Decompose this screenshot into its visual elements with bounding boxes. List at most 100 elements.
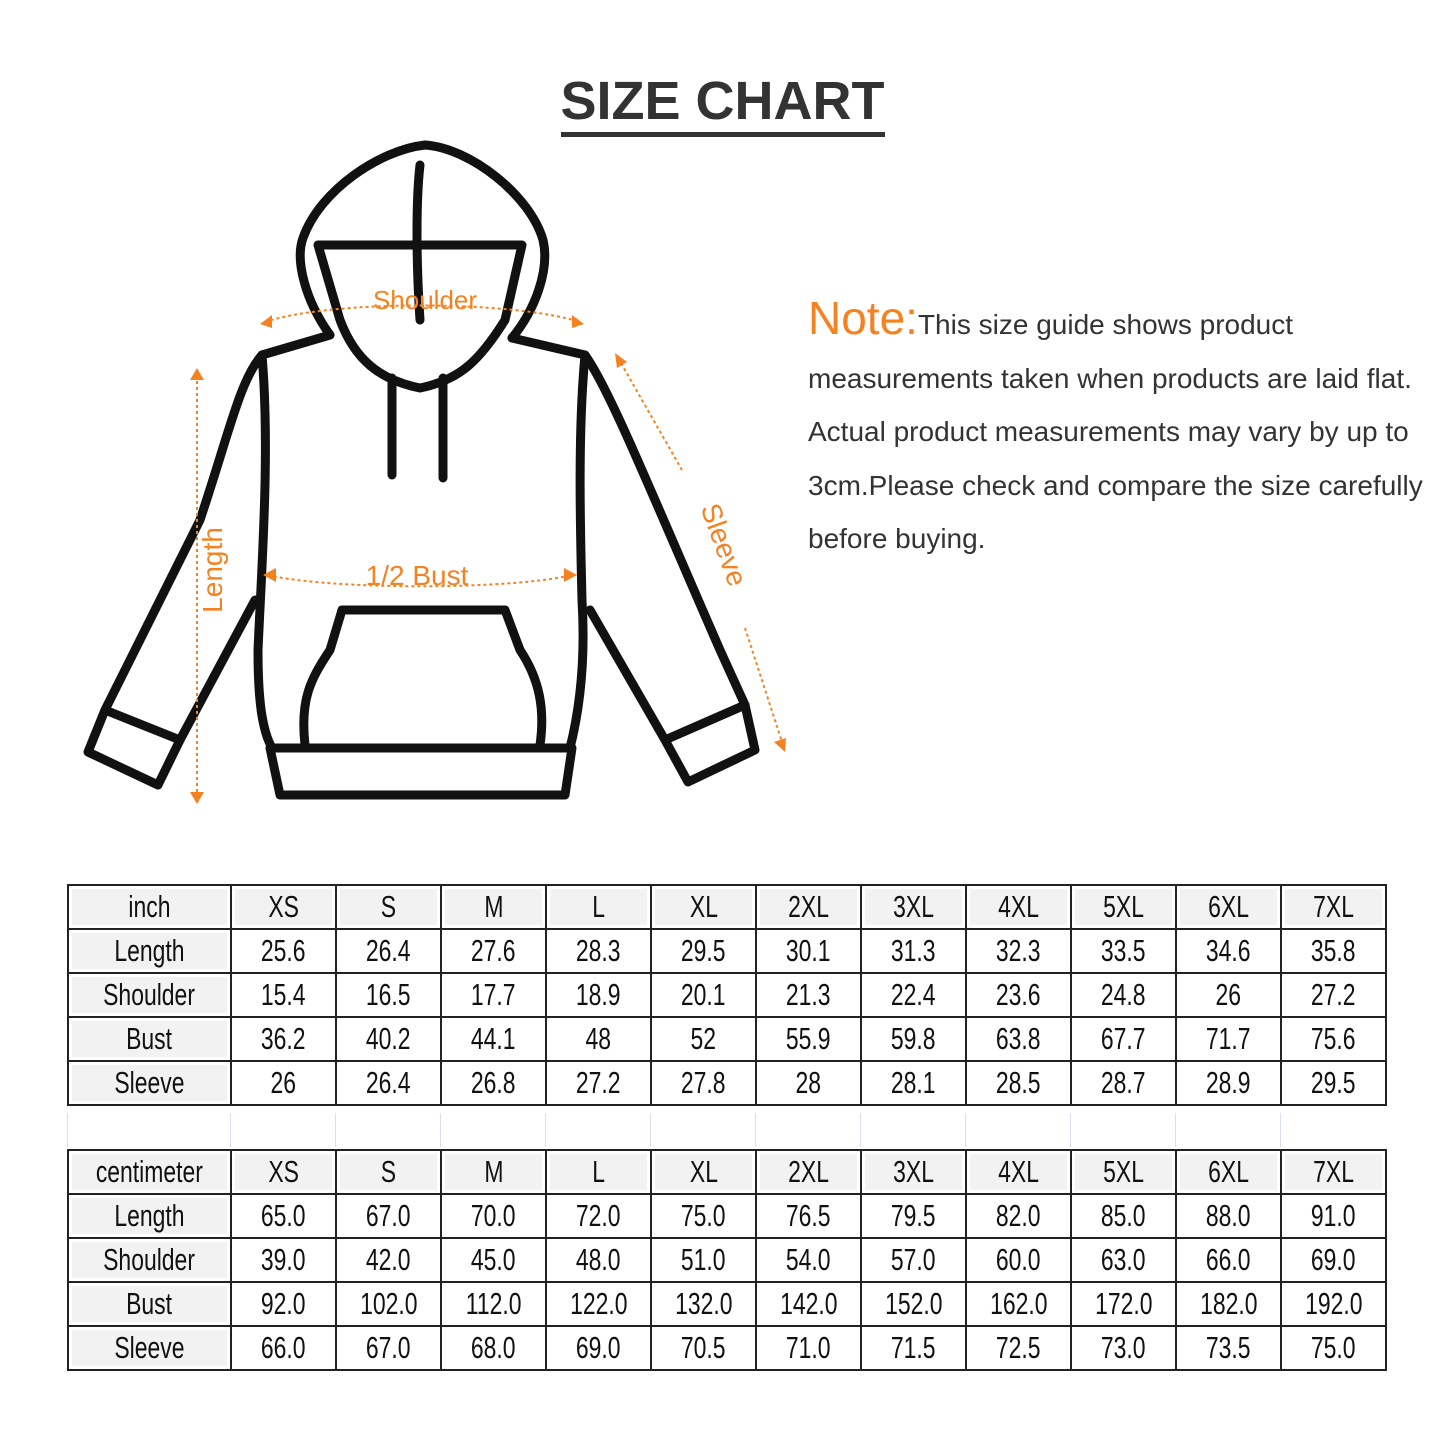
row-label-cell: Length	[67, 1193, 232, 1239]
cell-text: 26.4	[366, 1065, 411, 1100]
cell-text: 5XL	[1103, 889, 1144, 924]
row-label-cell: Shoulder	[67, 972, 232, 1018]
table-cell: 45.0	[440, 1237, 547, 1283]
cell-text: XS	[268, 1154, 299, 1189]
cell-text: 23.6	[996, 977, 1041, 1012]
table-cell: 172.0	[1070, 1281, 1177, 1327]
cell-text: centimeter	[95, 1154, 204, 1189]
cell-text: 71.5	[891, 1330, 936, 1365]
cell-text: 21.3	[786, 977, 831, 1012]
length-label: Length	[197, 527, 228, 613]
table-cell: 72.0	[545, 1193, 652, 1239]
spacer-cell	[334, 1113, 440, 1147]
table-cell: 192.0	[1280, 1281, 1387, 1327]
table-row: Shoulder 15.4 16.5 17.7 18.9 20.1 21.3 22.4 23.6…	[67, 972, 1387, 1018]
cell-text: 16.5	[366, 977, 411, 1012]
cell-text: 20.1	[681, 977, 726, 1012]
cell-text: 25.6	[261, 933, 306, 968]
cell-text: 72.5	[996, 1330, 1041, 1365]
cell-text: 17.7	[471, 977, 516, 1012]
cell-text: 2XL	[788, 889, 829, 924]
cell-text: 192.0	[1304, 1286, 1363, 1321]
cell-text: 28.9	[1206, 1065, 1251, 1100]
table-cell: XL	[650, 884, 757, 930]
cell-text: 79.5	[891, 1198, 936, 1233]
cell-text: 71.0	[786, 1330, 831, 1365]
cell-text: 28.1	[891, 1065, 936, 1100]
cell-text: 30.1	[786, 933, 831, 968]
cell-text: M	[483, 1154, 504, 1189]
spacer-cell	[859, 1113, 965, 1147]
cell-text: 36.2	[261, 1021, 306, 1056]
table-cell: 63.8	[965, 1016, 1072, 1062]
cell-text: Sleeve	[114, 1065, 185, 1100]
cell-text: Shoulder	[103, 1242, 196, 1277]
table-cell: 112.0	[440, 1281, 547, 1327]
cell-text: Bust	[126, 1021, 173, 1056]
table-cell: 67.0	[335, 1325, 442, 1371]
table-cell: 26	[230, 1060, 337, 1106]
table-cell: 68.0	[440, 1325, 547, 1371]
table-cell: 6XL	[1175, 1149, 1282, 1195]
table-cell: 72.5	[965, 1325, 1072, 1371]
cell-text: 57.0	[891, 1242, 936, 1277]
cell-text: 39.0	[261, 1242, 306, 1277]
table-cell: 39.0	[230, 1237, 337, 1283]
cell-text: 66.0	[261, 1330, 306, 1365]
cell-text: 29.5	[681, 933, 726, 968]
size-note: Note:This size guide shows product measu…	[808, 292, 1428, 566]
table-cell: 66.0	[230, 1325, 337, 1371]
table-cell: 44.1	[440, 1016, 547, 1062]
cell-text: 48.0	[576, 1242, 621, 1277]
measurement-lines	[196, 304, 784, 798]
table-cell: 65.0	[230, 1193, 337, 1239]
cell-text: 69.0	[1311, 1242, 1356, 1277]
table-cell: 36.2	[230, 1016, 337, 1062]
table-cell: 55.9	[755, 1016, 862, 1062]
table-cell: 4XL	[965, 1149, 1072, 1195]
table-cell: L	[545, 884, 652, 930]
table-cell: S	[335, 884, 442, 930]
table-cell: 6XL	[1175, 884, 1282, 930]
spacer-cell	[1174, 1113, 1280, 1147]
row-label-cell: inch	[67, 884, 232, 930]
cell-text: Length	[114, 1198, 185, 1233]
table-cell: 15.4	[230, 972, 337, 1018]
cm-size-table: centimeter XS S M L XL 2XL 3XL 4XL 5XL 6XL 7XL Lengt…	[67, 1149, 1387, 1371]
table-cell: 27.2	[545, 1060, 652, 1106]
cell-text: 55.9	[786, 1021, 831, 1056]
cell-text: 76.5	[786, 1198, 831, 1233]
table-cell: 26.8	[440, 1060, 547, 1106]
cell-text: 67.0	[366, 1198, 411, 1233]
table-cell: 67.0	[335, 1193, 442, 1239]
cell-text: 5XL	[1103, 1154, 1144, 1189]
cell-text: 51.0	[681, 1242, 726, 1277]
cell-text: Shoulder	[103, 977, 196, 1012]
table-cell: 32.3	[965, 928, 1072, 974]
table-cell: 27.6	[440, 928, 547, 974]
table-cell: M	[440, 884, 547, 930]
table-row: Length 25.6 26.4 27.6 28.3 29.5 30.1 31.3 32.3 33…	[67, 928, 1387, 974]
cell-text: S	[380, 889, 397, 924]
table-cell: 67.7	[1070, 1016, 1177, 1062]
cell-text: 4XL	[998, 1154, 1039, 1189]
cell-text: 27.2	[1311, 977, 1356, 1012]
table-cell: 26.4	[335, 1060, 442, 1106]
table-header-row: centimeter XS S M L XL 2XL 3XL 4XL 5XL 6XL 7XL	[67, 1149, 1387, 1195]
cell-text: 72.0	[576, 1198, 621, 1233]
table-cell: 22.4	[860, 972, 967, 1018]
table-cell: 29.5	[650, 928, 757, 974]
cell-text: 45.0	[471, 1242, 516, 1277]
table-row: Shoulder 39.0 42.0 45.0 48.0 51.0 54.0 57.0 60.0…	[67, 1237, 1387, 1283]
table-cell: 7XL	[1280, 1149, 1387, 1195]
cell-text: 52	[690, 1021, 717, 1056]
cell-text: 32.3	[996, 933, 1041, 968]
cell-text: M	[483, 889, 504, 924]
cell-text: 162.0	[989, 1286, 1048, 1321]
table-cell: 162.0	[965, 1281, 1072, 1327]
cell-text: 24.8	[1101, 977, 1146, 1012]
table-cell: 48	[545, 1016, 652, 1062]
table-cell: 75.0	[650, 1193, 757, 1239]
cell-text: 26	[270, 1065, 297, 1100]
table-cell: 71.0	[755, 1325, 862, 1371]
